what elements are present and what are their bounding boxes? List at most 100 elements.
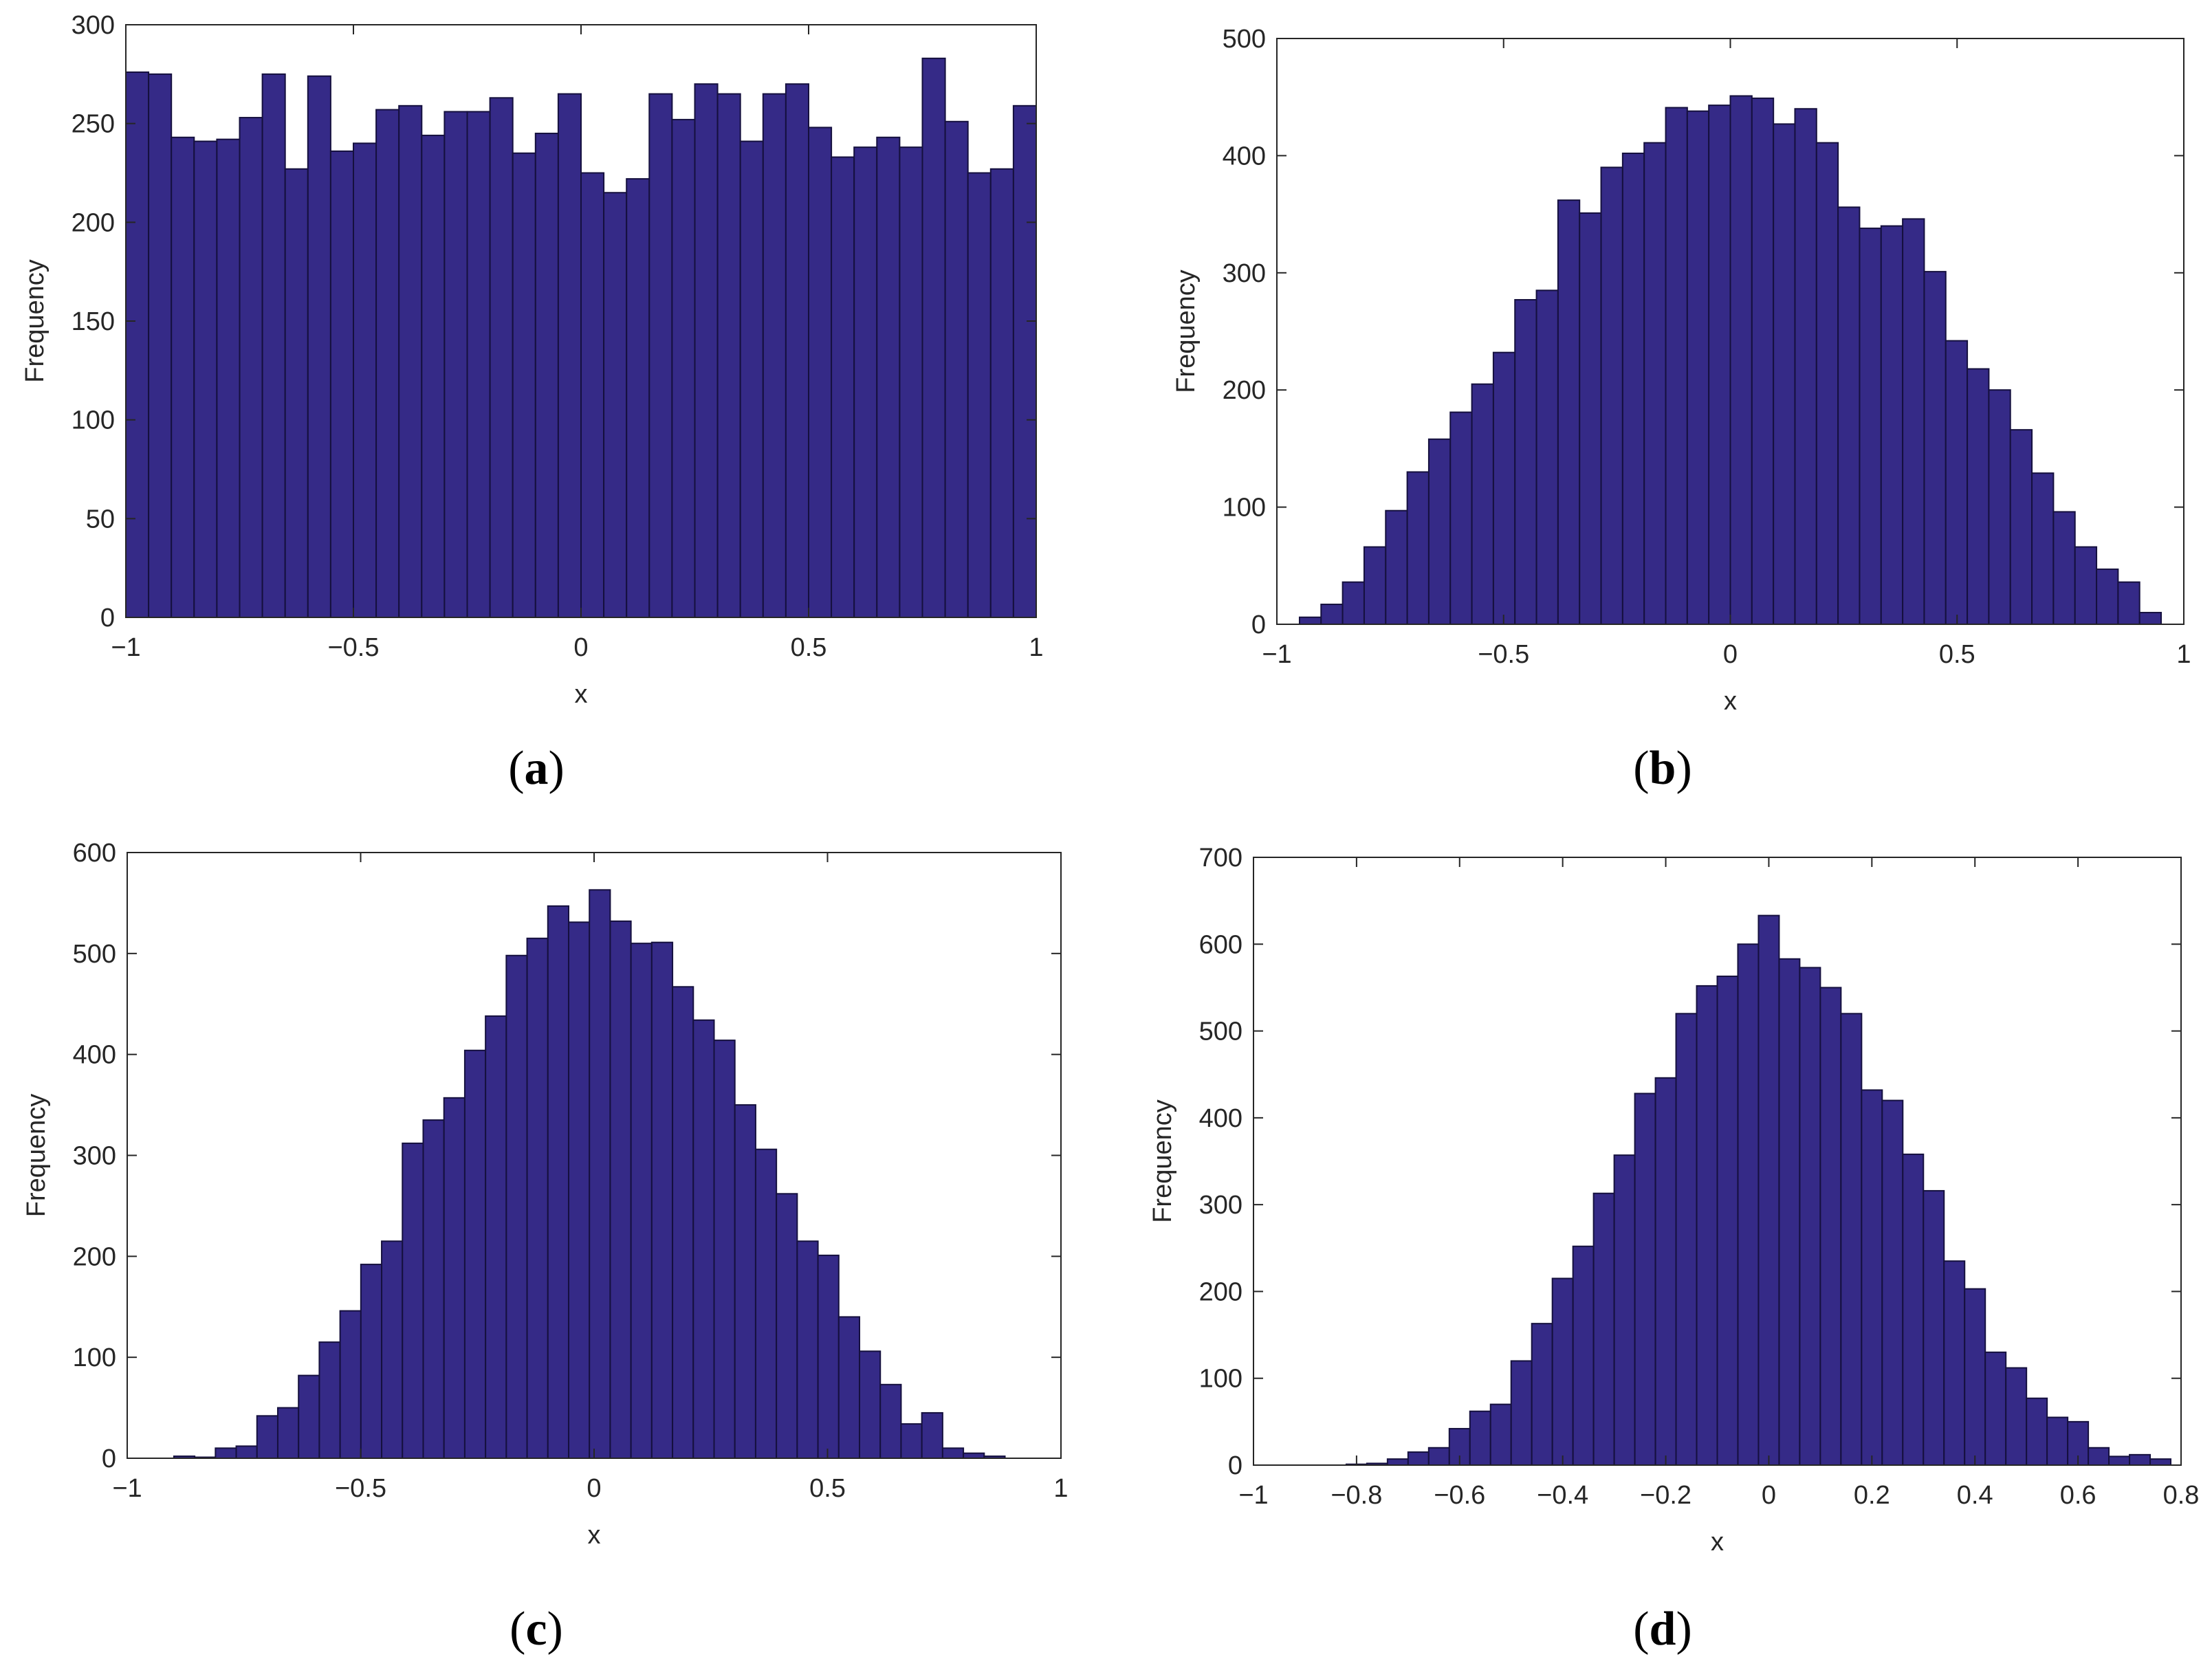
histogram-bar: [879, 1383, 902, 1460]
histogram-bar: [1675, 1013, 1698, 1466]
y-tick-label: 600: [1199, 930, 1242, 959]
histogram-bar: [796, 1240, 819, 1460]
x-tick-label: −0.5: [335, 1474, 386, 1503]
histogram-bar: [1880, 225, 1904, 625]
histogram-bar: [1902, 1153, 1925, 1466]
x-tick-label: −0.5: [327, 633, 379, 662]
histogram-bar: [284, 168, 309, 618]
caption-letter: a: [525, 742, 549, 795]
histogram-bar: [398, 105, 423, 618]
y-tick-label: 300: [1199, 1191, 1242, 1220]
y-tick-label: 400: [73, 1041, 116, 1070]
histogram-bar: [1757, 914, 1780, 1466]
x-tick-label: 0.4: [1957, 1481, 1993, 1510]
histogram-bar: [694, 83, 719, 618]
histogram-bar: [512, 152, 536, 618]
histogram-bar: [2009, 429, 2033, 625]
histogram-bar: [921, 1411, 943, 1459]
histogram-bar: [1902, 218, 1925, 626]
histogram-bar: [2138, 611, 2162, 626]
histogram-bar: [125, 71, 150, 618]
histogram-bar: [672, 986, 694, 1460]
histogram-bar: [1492, 351, 1516, 625]
histogram-bar: [276, 1407, 300, 1459]
histogram-bar: [422, 1119, 445, 1459]
histogram-bar: [526, 937, 549, 1460]
histogram-bar: [421, 134, 446, 619]
histogram-bar: [2088, 1447, 2110, 1466]
histogram-bar: [329, 150, 354, 618]
histogram-bar: [1592, 1192, 1615, 1466]
caption-open-paren: (: [1633, 1603, 1649, 1656]
histogram-bar: [148, 73, 173, 618]
panel-a: 0 50 100 150 200 250 300 −1 −0.5 0 0.5 1 x Frequency (…: [21, 11, 1044, 795]
x-tick-label: −1: [111, 633, 140, 662]
y-tick-label: 300: [1223, 259, 1266, 288]
histogram-bar: [876, 136, 901, 618]
histogram-bar: [307, 75, 331, 618]
histogram-bar: [650, 941, 674, 1460]
y-tick-label: 0: [1228, 1451, 1242, 1480]
y-axis-label: Frequency: [22, 1094, 51, 1218]
histogram-bar: [1342, 581, 1365, 625]
x-tick-label: 0: [573, 633, 588, 662]
histogram-bar: [1406, 471, 1430, 625]
histogram-bar: [1716, 976, 1739, 1466]
y-tick-label: 400: [1199, 1104, 1242, 1133]
histogram-bar: [1385, 509, 1408, 626]
panel-b: 0 100 200 300 400 500 −1 −0.5 0 0.5 1 x Frequency (b): [1172, 25, 2191, 795]
x-axis-label: x: [1724, 687, 1737, 716]
histogram-bar: [1964, 1288, 1986, 1466]
y-tick-label: 500: [1223, 25, 1266, 54]
histogram-bar: [580, 172, 605, 618]
histogram-bar: [1514, 298, 1537, 625]
histogram-bar: [318, 1341, 341, 1460]
histogram-bar: [547, 905, 570, 1459]
histogram-bar: [1729, 95, 1753, 625]
histogram-bar: [739, 140, 764, 618]
x-tick-label: 1: [2176, 640, 2191, 669]
histogram-bar: [817, 1254, 840, 1459]
x-tick-label: 0: [1762, 1481, 1776, 1510]
x-tick-label: 0: [587, 1474, 601, 1503]
y-tick-label: 0: [1251, 611, 1266, 639]
y-tick-label: 200: [72, 208, 115, 237]
x-tick-label: −0.6: [1434, 1481, 1485, 1510]
histogram-bar: [1778, 958, 1801, 1466]
x-tick-label: −1: [1238, 1481, 1268, 1510]
y-tick-label: 250: [72, 110, 115, 139]
x-tick-label: −0.4: [1537, 1481, 1588, 1510]
histogram-bar: [1737, 943, 1760, 1466]
histogram-bar: [963, 1452, 985, 1459]
y-tick-label: 300: [72, 11, 115, 40]
y-tick-label: 0: [100, 604, 115, 633]
histogram-bar: [1407, 1451, 1430, 1466]
caption-close-paren: ): [1676, 742, 1691, 795]
histogram-bar: [1819, 987, 1842, 1466]
histogram-bar: [261, 73, 286, 618]
y-axis-label: Frequency: [21, 259, 50, 383]
histogram-bar: [1363, 546, 1387, 625]
x-tick-label: −0.8: [1331, 1481, 1382, 1510]
y-tick-label: 200: [1223, 376, 1266, 405]
histogram-bar: [557, 93, 582, 618]
histogram-bar: [339, 1310, 362, 1459]
histogram-bar: [2046, 1416, 2069, 1466]
histogram-bar: [603, 192, 628, 619]
histogram-bar: [785, 83, 810, 618]
histogram-bar: [1634, 1092, 1656, 1466]
histogram-bar: [692, 1019, 715, 1459]
histogram-bar: [626, 178, 650, 618]
histogram-bar: [853, 146, 878, 618]
histogram-bar: [648, 93, 673, 618]
y-tick-label: 50: [86, 505, 115, 534]
x-tick-label: −1: [112, 1474, 142, 1503]
y-tick-label: 300: [73, 1142, 116, 1171]
x-tick-label: −1: [1262, 640, 1291, 669]
histogram-bar: [485, 1015, 507, 1459]
panel-caption: (d): [1633, 1603, 1692, 1656]
histogram-bar: [1579, 212, 1602, 625]
histogram-bar: [2096, 568, 2119, 625]
histogram-bar: [1320, 604, 1344, 626]
histogram-bar: [1531, 1323, 1553, 1466]
